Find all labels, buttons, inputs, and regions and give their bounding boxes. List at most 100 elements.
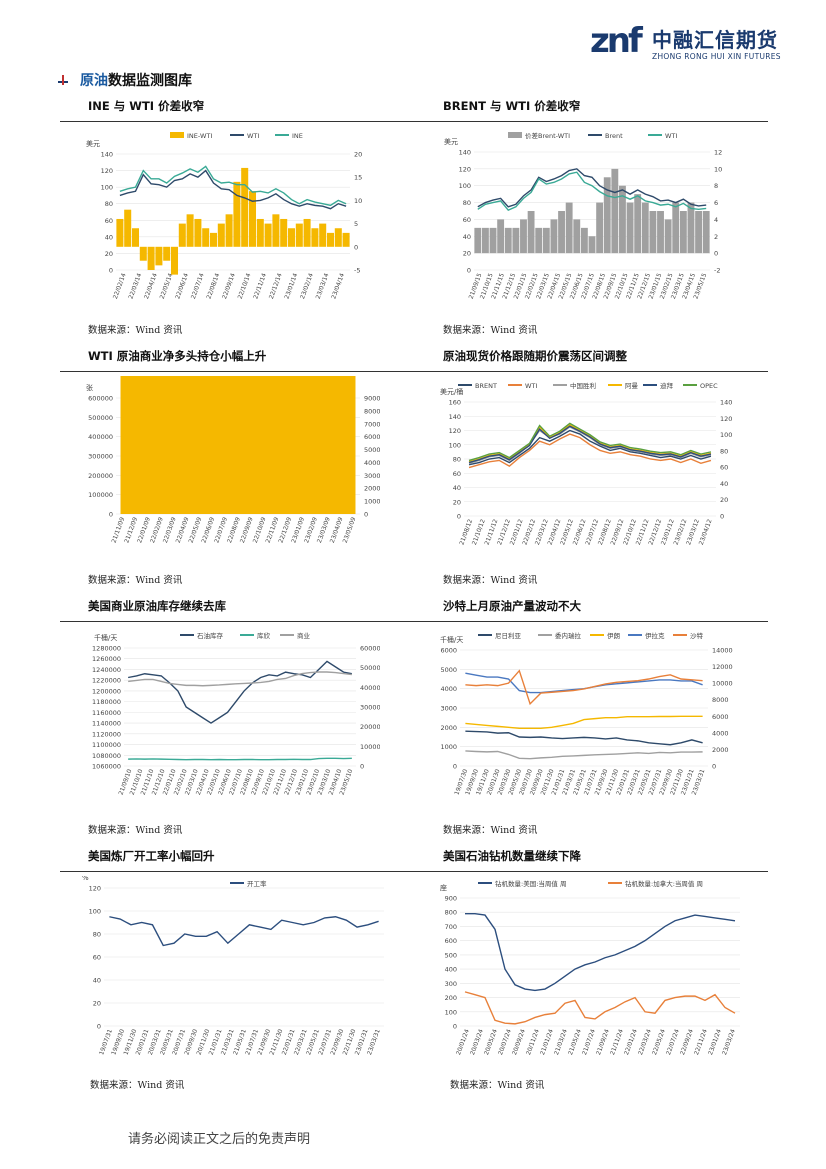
y2-tick-label: 8000 [712,696,729,704]
legend-label: 委内瑞拉 [555,631,582,640]
y2-tick-label: 500000 [360,664,380,672]
y-tick-label: 1000 [440,743,457,751]
bar [489,227,497,254]
bar [233,181,241,247]
legend-label: WTI [247,132,259,140]
y2-tick-label: 2000 [712,746,729,754]
chart-svg: 9008007006005004003002001000座20/01/2420/… [440,879,740,1056]
y-tick-label: 6000 [440,647,457,655]
y2-tick-label: 6 [714,199,718,207]
source-note: 数据来源：Wind 资讯 [443,575,538,586]
y2-tick-label: -2 [714,267,720,275]
y2-tick-label: 300000 [360,704,380,712]
bar [535,227,543,254]
bar [626,202,634,254]
y2-tick-label: 300000 [364,472,380,480]
x-tick-label: 20/03/24 [469,1028,485,1056]
x-tick-label: 22/11/14 [252,272,268,300]
y-tick-label: 0 [109,511,113,519]
y-tick-label: 0 [457,513,461,521]
bar [326,232,335,247]
legend-label: 阿曼 [625,381,639,390]
y2-tick-label: 200000 [360,723,380,731]
y-tick-label: 1060000 [92,763,121,771]
chart-svg: 600000 500000 400000 300000 200000 100000 0 900… [86,376,380,544]
line-series [119,169,347,210]
chart-title-8: 美国石油钻机数量继续下降 [443,849,581,863]
y-tick-label: 0 [453,763,457,771]
bar [194,218,202,247]
bar [619,185,626,254]
line-series [477,168,707,208]
divider [60,871,768,872]
y-tick-label: 1200000 [92,687,121,695]
chart-title-3: WTI 原油商业净多头持仓小幅上升 [88,349,267,363]
bar [248,191,257,247]
y2-tick-label: 140 [720,399,732,407]
chart-title-2: BRENT 与 WTI 价差收窄 [443,99,581,113]
legend-label: 沙特 [690,631,704,640]
y2-tick-label: 4 [714,216,718,224]
chart-svg: 6000500040003000200010000140001200010000… [440,631,733,796]
source-note: 数据来源：Wind 资讯 [443,325,538,336]
legend-label: 价差Brent-WTI [525,131,570,140]
y-tick-label: 120 [101,167,113,175]
x-tick-label: 21/09/24 [595,1028,611,1056]
y-tick-label: 300 [445,980,457,988]
y2-tick-label: 0 [720,513,724,521]
source-note: 数据来源：Wind 资讯 [88,825,183,836]
bar [264,223,272,247]
y-tick-label: 1120000 [92,730,121,738]
legend-label: WTI [665,132,677,140]
logo-mark: znf [590,21,643,61]
x-tick-label: 21/03/24 [553,1028,569,1056]
x-tick-label: 20/05/24 [483,1028,499,1056]
bar [672,202,680,254]
bar [596,202,604,254]
y2-tick-label: -5 [354,267,360,275]
x-tick-label: 21/07/24 [581,1028,597,1056]
axis-unit: 美元 [444,137,458,146]
y-tick-label: 900 [445,895,457,903]
bar [527,211,535,254]
x-tick-label: 23/05/09 [342,516,358,544]
y-tick-label: 1100000 [92,741,121,749]
line-series [468,433,712,469]
bar [474,227,482,254]
line-series [468,429,712,466]
axis-unit: 美元/桶 [440,387,463,396]
x-tick-label: 23/03/24 [721,1028,737,1056]
y-tick-label: 100 [449,441,461,449]
axis-unit: 张 [86,383,93,392]
y2-tick-label: 0 [354,243,358,251]
y-tick-label: 100 [445,1008,457,1016]
y2-tick-label: 20 [720,496,728,504]
bar [565,202,573,254]
y-tick-label: 60 [453,470,461,478]
bar [225,214,233,247]
x-tick-label: 22/03/14 [127,272,143,300]
y-tick-label: 0 [467,267,471,275]
bar [634,194,642,254]
y-tick-label: 600 [445,937,457,945]
y-tick-label: 100 [101,184,113,192]
line-series [128,671,352,687]
y-tick-label: 400 [445,966,457,974]
legend-label: 中国胜利 [570,381,596,390]
y2-tick-label: 8 [714,182,718,190]
x-tick-label: 22/03/24 [637,1028,653,1056]
legend-label: 库欣 [257,631,271,640]
chart-svg: 140120100806040200121086420-2美元21/09/152… [444,131,722,300]
y2-tick-label: 500000 [364,446,380,454]
y2-tick-label: 100000 [360,743,380,751]
chart-wti-positions: 600000 500000 400000 300000 200000 100000 0 900… [80,376,380,568]
x-tick-label: 22/06/14 [174,272,190,300]
legend-label: 钻机数量:加拿大:当周值 周 [625,879,703,888]
x-tick-label: 20/01/24 [455,1028,471,1056]
axis-unit: 千桶/天 [440,635,463,644]
axis-unit: 座 [440,883,447,892]
y-tick-label: 200 [445,994,457,1002]
bar [334,228,342,247]
y2-tick-label: 400000 [360,684,380,692]
